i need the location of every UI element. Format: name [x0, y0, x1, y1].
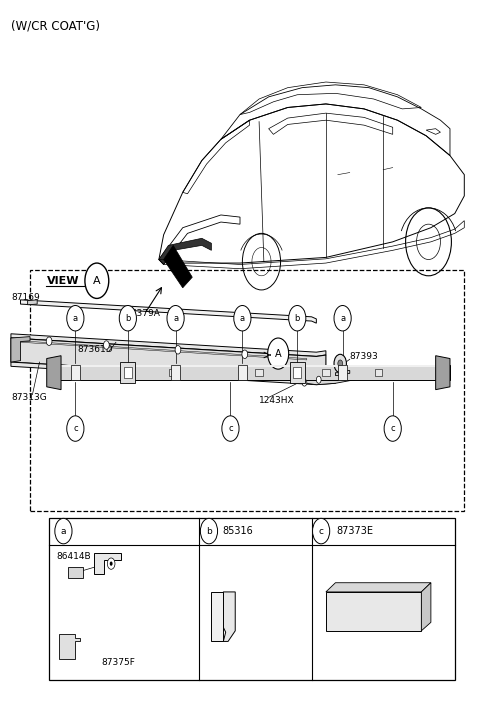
Bar	[293, 367, 301, 378]
Polygon shape	[11, 337, 30, 362]
Text: 87379A: 87379A	[125, 310, 160, 319]
Text: c: c	[73, 424, 78, 433]
Circle shape	[175, 346, 181, 354]
Bar	[374, 369, 382, 376]
Polygon shape	[326, 592, 421, 630]
Bar	[255, 369, 263, 376]
Circle shape	[85, 263, 109, 298]
Text: a: a	[240, 314, 245, 323]
Text: a: a	[173, 314, 178, 323]
Bar	[289, 362, 305, 383]
Bar	[238, 365, 247, 381]
Bar	[71, 365, 80, 381]
Polygon shape	[159, 239, 211, 265]
Circle shape	[334, 354, 347, 373]
Polygon shape	[164, 246, 192, 288]
Text: 85316: 85316	[222, 526, 253, 536]
Bar	[30, 270, 464, 510]
Text: a: a	[340, 314, 345, 323]
Text: 87361D: 87361D	[78, 345, 113, 354]
Text: A: A	[275, 349, 281, 359]
Polygon shape	[59, 634, 80, 659]
Polygon shape	[223, 592, 235, 641]
Circle shape	[67, 305, 84, 331]
Bar	[120, 362, 135, 383]
Circle shape	[200, 518, 217, 544]
Polygon shape	[11, 334, 326, 356]
Bar	[124, 367, 132, 378]
Bar	[47, 365, 450, 381]
Text: 86414B: 86414B	[56, 552, 91, 561]
Text: 87393: 87393	[350, 352, 379, 361]
Circle shape	[67, 416, 84, 442]
Text: c: c	[390, 424, 395, 433]
Circle shape	[46, 337, 52, 346]
Polygon shape	[47, 356, 61, 390]
Bar	[171, 365, 180, 381]
Text: (W/CR COAT'G): (W/CR COAT'G)	[11, 19, 100, 32]
Circle shape	[268, 338, 288, 369]
Bar	[169, 369, 177, 376]
Bar	[338, 365, 348, 381]
Circle shape	[288, 305, 306, 331]
Polygon shape	[421, 583, 431, 630]
Circle shape	[119, 305, 136, 331]
Text: 87375F: 87375F	[102, 658, 135, 667]
Text: VIEW: VIEW	[47, 275, 79, 285]
Circle shape	[110, 562, 113, 566]
Bar	[322, 369, 330, 376]
Polygon shape	[336, 371, 350, 376]
Circle shape	[104, 341, 109, 349]
Circle shape	[55, 518, 72, 544]
Text: a: a	[73, 314, 78, 323]
Polygon shape	[326, 583, 431, 592]
Circle shape	[108, 558, 115, 569]
Circle shape	[167, 305, 184, 331]
Text: A: A	[93, 275, 101, 285]
Text: 87179: 87179	[350, 368, 379, 376]
Circle shape	[334, 305, 351, 331]
Polygon shape	[11, 338, 326, 381]
Polygon shape	[68, 567, 83, 578]
Circle shape	[312, 518, 330, 544]
Circle shape	[384, 416, 401, 442]
Text: b: b	[206, 527, 212, 535]
Polygon shape	[21, 300, 316, 323]
Text: 87373E: 87373E	[336, 526, 373, 536]
Text: c: c	[228, 424, 233, 433]
Polygon shape	[436, 356, 450, 390]
Circle shape	[234, 305, 251, 331]
Bar	[49, 518, 455, 680]
Circle shape	[242, 350, 248, 359]
Text: b: b	[125, 314, 131, 323]
Polygon shape	[28, 300, 37, 305]
Circle shape	[316, 376, 321, 383]
Circle shape	[338, 360, 343, 367]
Polygon shape	[95, 553, 120, 574]
Text: 87313G: 87313G	[11, 393, 47, 402]
Polygon shape	[11, 362, 336, 385]
Bar	[56, 365, 441, 367]
Text: a: a	[60, 527, 66, 535]
Circle shape	[222, 416, 239, 442]
Circle shape	[302, 379, 307, 386]
Polygon shape	[211, 592, 223, 641]
Text: c: c	[319, 527, 324, 535]
Text: 1243HX: 1243HX	[259, 395, 295, 405]
Polygon shape	[297, 375, 355, 385]
Polygon shape	[21, 341, 307, 360]
Text: b: b	[295, 314, 300, 323]
Text: 87169: 87169	[11, 293, 40, 302]
